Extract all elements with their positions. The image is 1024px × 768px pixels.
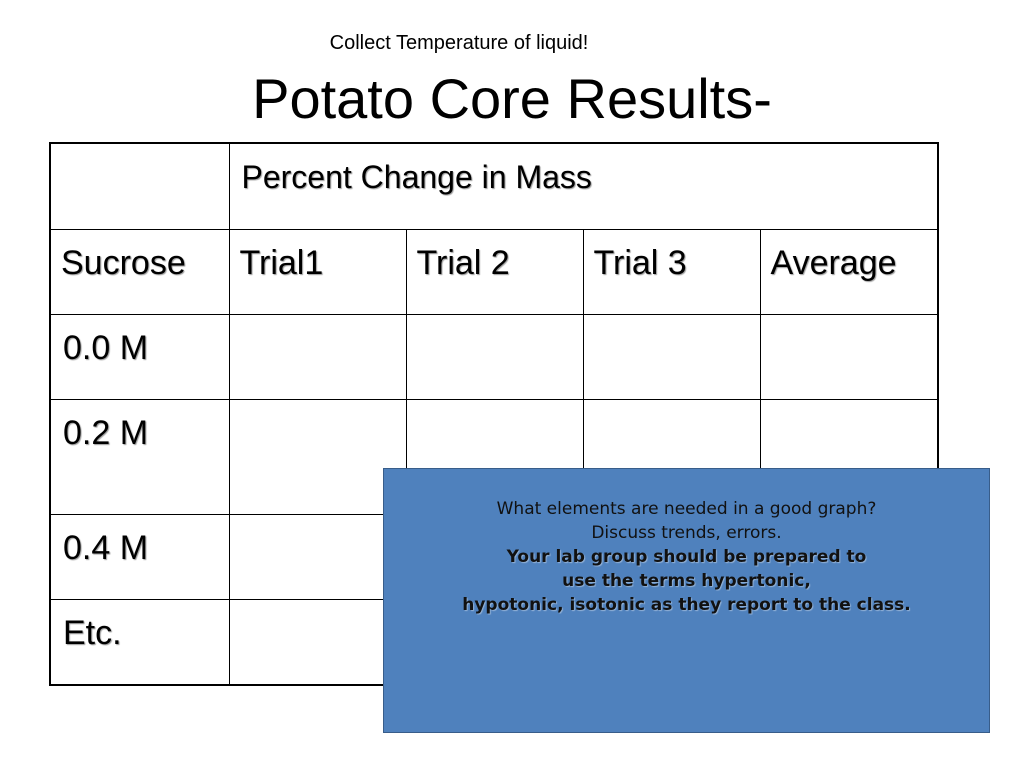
column-header-trial2: Trial 2: [405, 228, 584, 315]
table-cell: [405, 313, 584, 400]
table-cell: [582, 313, 761, 400]
row-label: 0.4 M: [49, 513, 230, 600]
callout-bold-line: Your lab group should be prepared to: [506, 547, 867, 567]
percent-change-header: Percent Change in Mass: [228, 142, 939, 230]
table-cell: [228, 513, 407, 600]
slide-title: Potato Core Results-: [252, 67, 772, 130]
callout-bold-line: use the terms hypertonic,: [562, 571, 811, 591]
table-cell: [228, 598, 407, 686]
table-header-row: Percent Change in Mass: [49, 142, 939, 230]
row-label: Etc.: [49, 598, 230, 686]
table-column-header-row: Sucrose Trial1 Trial 2 Trial 3 Average: [49, 228, 939, 315]
table-corner-cell: [49, 142, 230, 230]
column-header-trial3: Trial 3: [582, 228, 761, 315]
column-header-sucrose: Sucrose: [49, 228, 230, 315]
callout-line: Discuss trends, errors.: [591, 523, 782, 543]
callout-line: What elements are needed in a good graph…: [496, 499, 877, 519]
table-cell: [759, 313, 939, 400]
column-header-average: Average: [759, 228, 939, 315]
callout-bold-line: hypotonic, isotonic as they report to th…: [462, 595, 911, 615]
table-cell: [228, 313, 407, 400]
slide-note: Collect Temperature of liquid!: [329, 32, 589, 54]
table-row: 0.0 M: [49, 313, 939, 400]
row-label: 0.0 M: [49, 313, 230, 400]
column-header-trial1: Trial1: [228, 228, 407, 315]
table-cell: [228, 398, 407, 515]
row-label: 0.2 M: [49, 398, 230, 515]
discussion-callout-box: What elements are needed in a good graph…: [383, 468, 990, 733]
